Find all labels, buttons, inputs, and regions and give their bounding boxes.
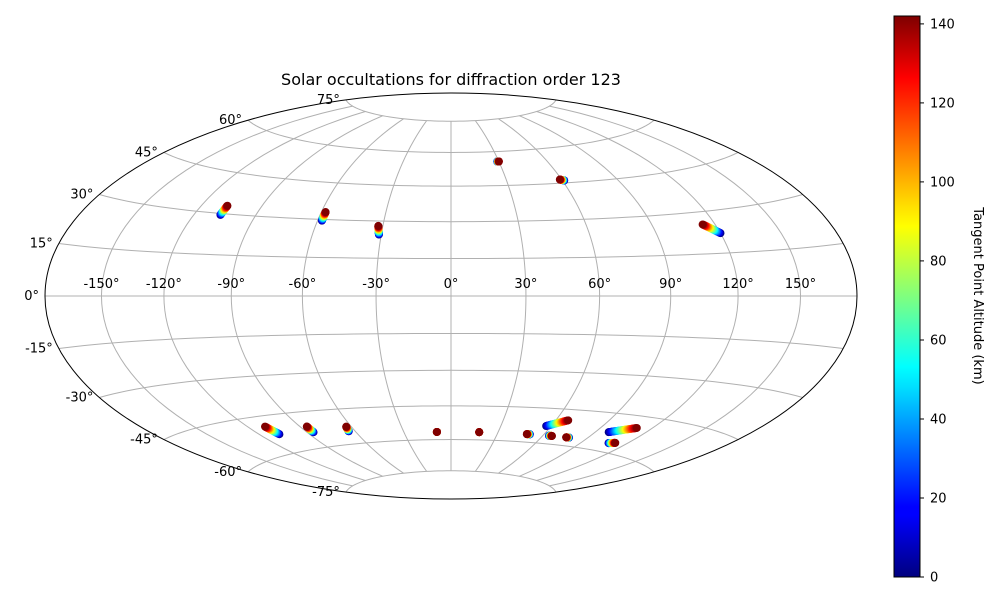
latitude-tick-label: 15°: [30, 237, 53, 252]
occultation-point: [223, 201, 232, 210]
latitude-tick-label: 45°: [135, 146, 158, 161]
longitude-tick-label: 150°: [785, 277, 816, 292]
parallel-line: [99, 194, 803, 223]
occultation-point: [547, 431, 556, 440]
parallel-line: [58, 242, 844, 260]
longitude-tick-label: -90°: [217, 277, 245, 292]
occultation-point: [342, 422, 351, 431]
occultation-point: [555, 175, 564, 184]
occultation-point: [374, 221, 383, 230]
occultation-point: [562, 433, 571, 442]
occultation-point: [432, 427, 441, 436]
colorbar-tick-label: 80: [930, 254, 947, 269]
latitude-tick-label: -30°: [66, 391, 94, 406]
longitude-tick-label: 0°: [444, 277, 459, 292]
latitude-tick-label: -60°: [214, 465, 242, 480]
colorbar-tick-label: 40: [930, 413, 947, 428]
colorbar-label: Tangent Point Altitude (km): [970, 206, 985, 384]
colorbar-tick-label: 140: [930, 17, 955, 32]
colorbar-gradient: [893, 15, 921, 578]
latitude-tick-label: 0°: [24, 289, 39, 304]
colorbar-tick-label: 100: [930, 175, 955, 190]
occultation-point: [302, 422, 311, 431]
parallel-line: [99, 369, 803, 398]
parallel-line: [345, 99, 557, 122]
latitude-tick-labels: 75° 60° 45° 30° 15° 0° -15° -30° -45° -60° -75°: [24, 93, 340, 500]
occultation-point: [522, 430, 531, 439]
chart-title: Solar occultations for diffraction order…: [281, 70, 621, 89]
longitude-tick-label: 30°: [514, 277, 537, 292]
latitude-tick-label: -45°: [130, 433, 158, 448]
occultation-point: [494, 157, 503, 166]
parallel-line: [58, 332, 844, 350]
map-panel: -150° -120° -90° -60° -30° 0° 30° 60° 90° 120° 150…: [24, 92, 858, 500]
latitude-tick-label: 30°: [70, 188, 93, 203]
longitude-tick-label: 90°: [659, 277, 682, 292]
occultation-point: [475, 428, 484, 437]
longitude-tick-label: -60°: [289, 277, 317, 292]
latitude-tick-label: -75°: [312, 485, 340, 500]
occultation-points: [216, 157, 725, 448]
graticule: [45, 99, 857, 493]
latitude-tick-label: 75°: [317, 93, 340, 108]
occultation-point: [261, 422, 270, 431]
parallel-line: [247, 119, 655, 153]
colorbar: 0 20 40 60 80 100 120 140 Tangent Point Altitud…: [893, 15, 985, 586]
occultation-point: [698, 220, 707, 229]
occultation-point: [321, 208, 330, 217]
occultation-point: [632, 423, 641, 432]
longitude-tick-label: 120°: [722, 277, 753, 292]
parallel-line: [163, 405, 739, 440]
occultation-point: [611, 438, 620, 447]
parallel-line: [345, 470, 557, 493]
parallel-line: [163, 152, 739, 187]
parallel-line: [247, 439, 655, 473]
latitude-tick-label: -15°: [25, 342, 53, 357]
colorbar-tick-label: 0: [930, 571, 938, 586]
colorbar-tick-label: 20: [930, 492, 947, 507]
longitude-tick-label: -120°: [146, 277, 182, 292]
longitude-tick-label: 60°: [588, 277, 611, 292]
longitude-tick-labels: -150° -120° -90° -60° -30° 0° 30° 60° 90° 120° 150…: [83, 277, 816, 292]
longitude-tick-label: -30°: [362, 277, 390, 292]
latitude-tick-label: 60°: [219, 113, 242, 128]
map-boundary: [44, 92, 858, 500]
colorbar-tick-label: 120: [930, 96, 955, 111]
colorbar-ticks: 0 20 40 60 80 100 120 140: [920, 17, 955, 586]
colorbar-tick-label: 60: [930, 334, 947, 349]
occultation-point: [564, 416, 573, 425]
longitude-tick-label: -150°: [83, 277, 119, 292]
